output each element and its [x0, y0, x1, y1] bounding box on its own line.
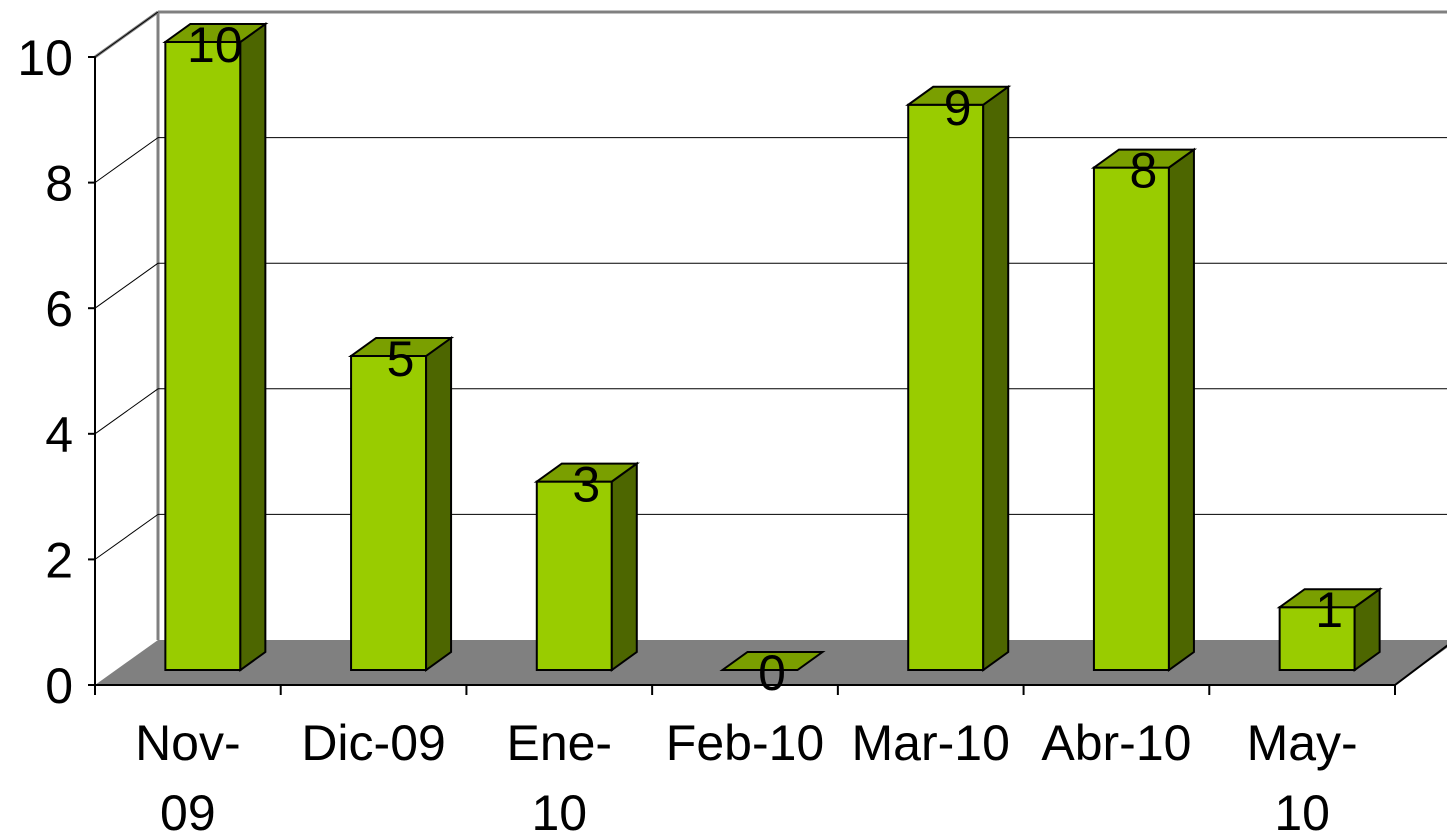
bar [905, 84, 1012, 672]
bar [347, 336, 455, 672]
x-tick-label: Ene-10 [506, 715, 612, 836]
data-label: 10 [187, 17, 243, 73]
y-tick-label: 0 [45, 658, 73, 714]
bar-front [164, 41, 242, 671]
y-tick-label: 10 [17, 30, 73, 86]
bar [719, 651, 826, 671]
bar-side [610, 461, 638, 672]
bar-side [1167, 147, 1195, 672]
bar-top [719, 651, 826, 671]
bar-front [350, 355, 428, 671]
bar-front [535, 480, 613, 671]
bar [1276, 587, 1383, 672]
data-label: 9 [944, 80, 972, 136]
gridline-side [94, 513, 159, 560]
y-tick-label: 6 [45, 281, 73, 337]
bar-top [905, 85, 1012, 106]
bar-front [907, 103, 985, 672]
bars [162, 22, 1383, 672]
y-tick-label: 4 [45, 407, 73, 463]
gridline-side [94, 388, 159, 435]
x-tick-label: Abr-10 [1041, 715, 1191, 771]
bar-front [1092, 166, 1170, 671]
data-label: 1 [1315, 582, 1343, 638]
chart-walls [94, 10, 1447, 640]
data-label: 8 [1130, 143, 1158, 199]
gridline-side [94, 262, 159, 309]
bar-top [533, 462, 640, 483]
x-tick-label: Mar-10 [852, 715, 1010, 771]
gridline-side [94, 137, 159, 184]
bar [162, 22, 269, 672]
bar-side [425, 336, 453, 672]
bar-top [1276, 588, 1383, 609]
x-tick-label: Nov-09 [135, 715, 241, 836]
data-labels: 10 5 3 0 9 8 1 [187, 17, 1343, 701]
x-tick-label: May-10 [1247, 715, 1358, 836]
bar-top [1090, 148, 1198, 169]
axes [94, 57, 1447, 686]
data-label: 3 [572, 457, 600, 513]
y-tick-label: 2 [45, 532, 73, 588]
bar-top [162, 23, 269, 43]
gridlines [94, 11, 1447, 560]
y-axis-ticks: 0 2 4 6 8 10 [17, 30, 95, 714]
data-label: 0 [758, 645, 786, 701]
data-label: 5 [387, 331, 415, 387]
bar-side [239, 22, 267, 672]
gridline-side [94, 11, 159, 58]
bar [1090, 147, 1198, 672]
x-tick-label: Feb-10 [666, 715, 824, 771]
bar [533, 461, 640, 672]
x-axis-ticks: Nov-09 Dic-09 Ene-10 Feb-10 Mar-10 Abr-10 May-… [94, 685, 1396, 836]
floor-right-edge [1394, 644, 1447, 686]
bar-top [347, 337, 455, 357]
x-tick-label: Dic-09 [301, 715, 445, 771]
bar-side [982, 84, 1010, 672]
y-tick-label: 8 [45, 156, 73, 212]
